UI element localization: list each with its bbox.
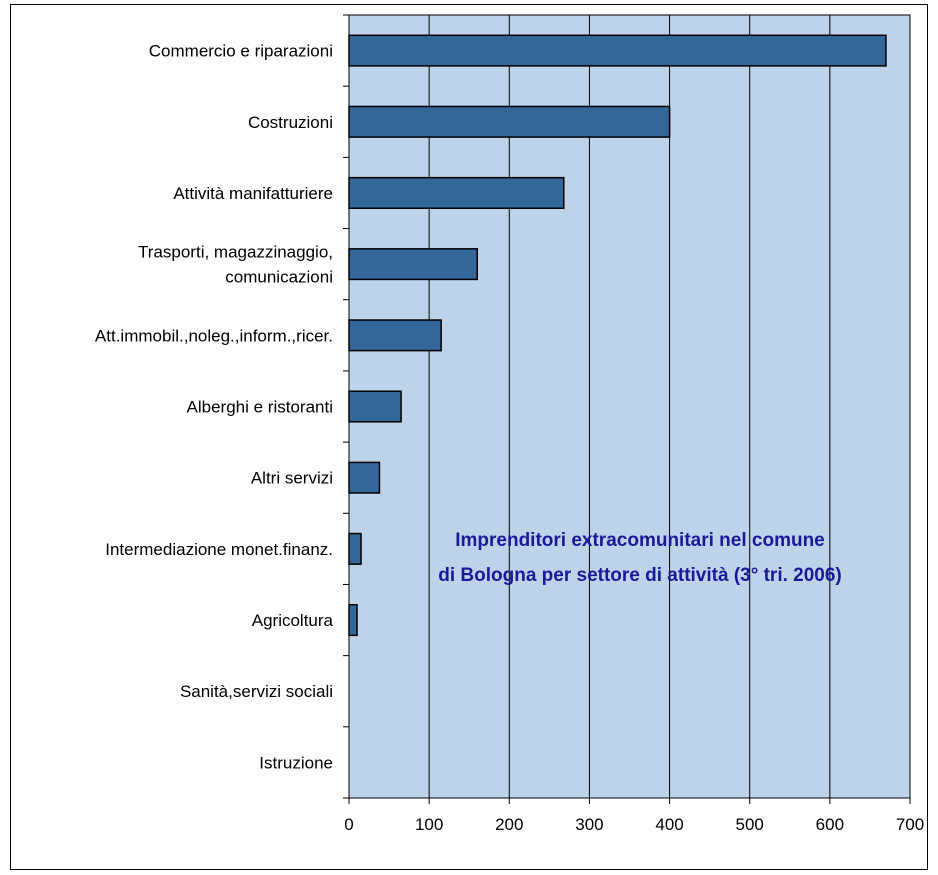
bar: [348, 532, 362, 565]
category-label: Att.immobil.,noleg.,inform.,ricer.: [95, 326, 333, 345]
bar: [348, 34, 887, 67]
bar: [348, 461, 381, 494]
chart-title-line-1: Imprenditori extracomunitari nel comune: [455, 530, 825, 551]
category-label: Attività manifatturiere: [173, 184, 333, 203]
bar: [348, 248, 478, 281]
x-tick-label: 200: [495, 815, 523, 834]
x-tick-label: 0: [344, 815, 353, 834]
x-tick-label: 400: [655, 815, 683, 834]
bar: [348, 176, 565, 210]
category-label: Alberghi e ristoranti: [187, 398, 333, 417]
x-tick-label: 300: [575, 815, 603, 834]
x-tick-label: 100: [415, 815, 443, 834]
plot-area: [348, 14, 911, 799]
x-tick-label: 600: [816, 815, 844, 834]
category-label: comunicazioni: [225, 268, 333, 287]
bar: [348, 105, 671, 138]
category-label: Agricoltura: [252, 611, 334, 630]
category-label: Trasporti, magazzinaggio,: [138, 243, 333, 262]
bar: [348, 319, 442, 352]
category-label: Intermediazione monet.finanz.: [105, 540, 333, 559]
category-label: Istruzione: [259, 753, 333, 772]
category-label: Commercio e riparazioni: [149, 42, 333, 61]
chart-title-line-2: di Bologna per settore di attività (3° t…: [438, 565, 842, 586]
category-label: Altri servizi: [251, 469, 333, 488]
category-label: Sanità,servizi sociali: [180, 682, 333, 701]
x-tick-label: 500: [736, 815, 764, 834]
bar: [348, 390, 402, 423]
category-label: Costruzioni: [248, 113, 333, 132]
x-tick-label: 700: [896, 815, 924, 834]
bar: [348, 603, 358, 637]
